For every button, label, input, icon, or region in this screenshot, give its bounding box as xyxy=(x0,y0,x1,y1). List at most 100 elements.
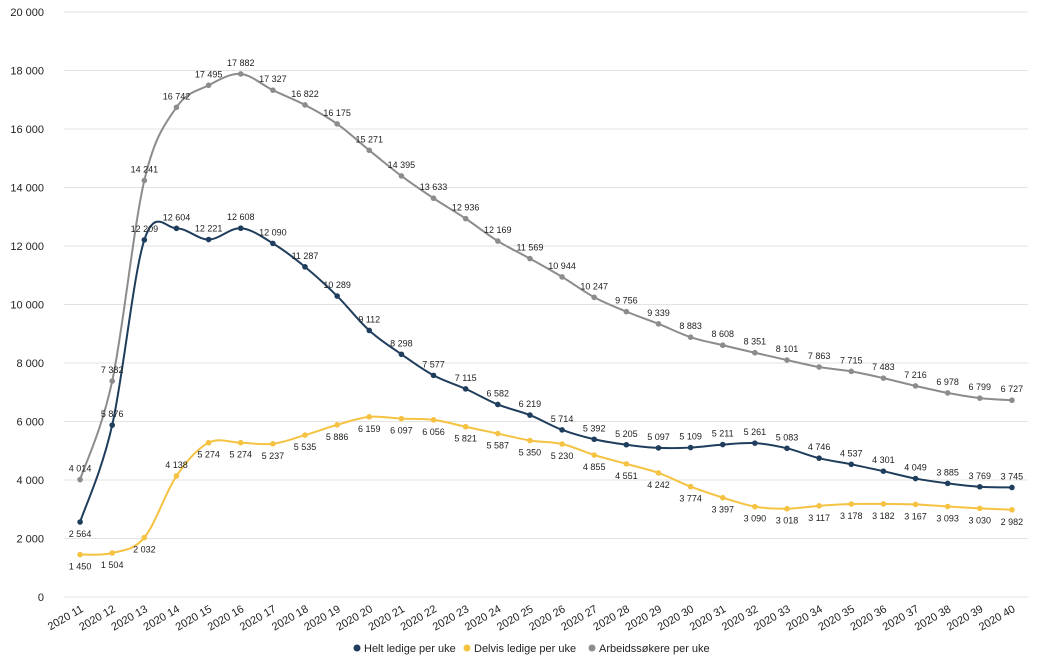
data-label: 7 382 xyxy=(101,365,124,375)
data-label: 10 289 xyxy=(323,280,351,290)
data-label: 12 209 xyxy=(131,224,159,234)
data-label: 5 230 xyxy=(551,451,574,461)
data-point xyxy=(398,173,405,179)
data-label: 3 018 xyxy=(776,516,799,526)
data-label: 7 483 xyxy=(872,362,895,372)
data-point xyxy=(527,255,533,262)
data-point xyxy=(462,215,469,222)
data-label: 12 936 xyxy=(452,203,480,213)
data-label: 5 109 xyxy=(679,432,702,442)
data-label: 14 241 xyxy=(131,164,159,174)
data-label: 3 167 xyxy=(904,511,927,521)
data-label: 3 093 xyxy=(936,514,959,524)
data-label: 5 211 xyxy=(712,429,734,439)
data-point xyxy=(527,412,533,418)
data-label: 14 395 xyxy=(388,160,416,170)
data-point xyxy=(848,368,855,375)
data-label: 8 298 xyxy=(390,338,413,348)
data-label: 4 138 xyxy=(165,460,188,470)
data-label: 7 115 xyxy=(455,373,477,383)
data-point xyxy=(977,483,983,490)
data-label: 2 564 xyxy=(69,529,92,539)
data-label: 9 756 xyxy=(615,296,638,306)
data-point xyxy=(784,445,790,452)
legend-label: Arbeidssøkere per uke xyxy=(599,643,710,655)
y-tick-label: 20 000 xyxy=(10,7,44,19)
data-point xyxy=(270,87,276,93)
data-point xyxy=(334,293,340,299)
data-label: 5 350 xyxy=(519,448,542,458)
data-label: 4 301 xyxy=(872,455,895,465)
data-point xyxy=(237,71,244,77)
data-label: 6 097 xyxy=(390,426,413,436)
data-point xyxy=(334,121,340,127)
y-tick-label: 8 000 xyxy=(16,358,44,370)
data-point xyxy=(205,82,212,89)
data-point xyxy=(173,104,180,111)
data-point xyxy=(784,357,790,363)
data-label: 5 821 xyxy=(454,434,477,444)
data-point xyxy=(752,440,758,446)
data-point xyxy=(880,468,887,474)
data-point xyxy=(141,534,148,541)
data-label: 6 799 xyxy=(969,382,992,392)
data-point xyxy=(944,503,951,510)
data-label: 4 551 xyxy=(615,471,638,481)
data-point xyxy=(302,102,308,108)
data-point xyxy=(977,505,983,512)
y-tick-label: 4 000 xyxy=(16,475,44,487)
y-tick-label: 10 000 xyxy=(10,300,44,312)
data-label: 6 056 xyxy=(422,427,445,437)
data-label: 17 327 xyxy=(259,74,287,84)
data-label: 5 274 xyxy=(229,450,252,460)
data-label: 5 876 xyxy=(101,409,124,419)
data-point xyxy=(687,334,694,340)
data-label: 5 237 xyxy=(262,451,285,461)
data-label: 4 855 xyxy=(583,462,606,472)
data-label: 9 112 xyxy=(358,314,380,324)
legend-marker xyxy=(353,644,361,652)
data-point xyxy=(495,401,501,408)
data-point xyxy=(912,383,919,389)
y-tick-label: 0 xyxy=(38,592,44,604)
data-label: 6 219 xyxy=(519,399,542,409)
data-label: 12 169 xyxy=(484,225,512,235)
series-line xyxy=(79,72,1012,480)
data-label: 1 504 xyxy=(101,560,124,570)
data-label: 5 083 xyxy=(776,432,799,442)
data-label: 10 247 xyxy=(580,281,608,291)
data-label: 3 774 xyxy=(679,494,702,504)
data-point xyxy=(366,327,373,334)
data-label: 2 982 xyxy=(1001,517,1024,527)
data-label: 2 032 xyxy=(133,545,156,555)
data-point xyxy=(591,452,597,458)
data-label: 4 049 xyxy=(904,463,927,473)
data-label: 11 569 xyxy=(517,243,544,253)
data-point xyxy=(398,351,405,358)
data-label: 5 886 xyxy=(326,432,349,442)
data-point xyxy=(719,441,726,448)
data-point xyxy=(495,238,501,244)
data-point xyxy=(816,503,822,509)
data-point xyxy=(205,236,212,243)
data-point xyxy=(655,321,662,327)
data-label: 5 587 xyxy=(487,441,510,451)
y-axis-tick-labels: 0 2 000 4 000 6 000 8 000 10 000 12 000 14 000 1… xyxy=(10,7,44,604)
gridlines xyxy=(64,11,1028,598)
data-point xyxy=(173,473,180,479)
data-point xyxy=(944,480,951,487)
data-point xyxy=(944,390,951,396)
data-point xyxy=(880,375,887,381)
data-point xyxy=(366,414,373,420)
data-point xyxy=(848,501,855,507)
data-label: 5 535 xyxy=(294,442,317,452)
data-label: 5 261 xyxy=(744,427,767,437)
data-label: 12 090 xyxy=(259,227,287,237)
data-label: 11 287 xyxy=(292,251,319,261)
data-point xyxy=(912,475,919,482)
data-label: 15 271 xyxy=(356,134,384,144)
data-point xyxy=(591,436,597,443)
data-point xyxy=(687,444,694,451)
legend-marker xyxy=(463,644,471,652)
